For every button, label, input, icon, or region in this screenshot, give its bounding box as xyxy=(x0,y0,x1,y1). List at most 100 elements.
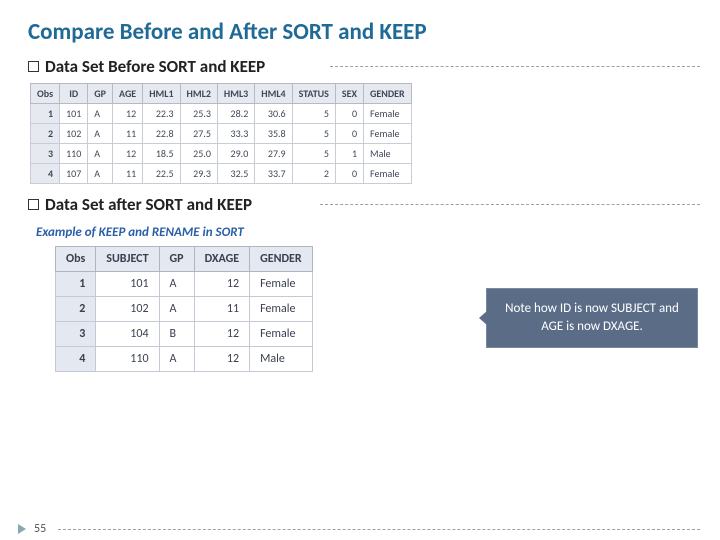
table-cell: A xyxy=(159,297,194,322)
table-cell: 5 xyxy=(292,144,335,164)
table-cell: 11 xyxy=(113,124,143,144)
table-cell: 28.2 xyxy=(217,104,254,124)
table-cell: 27.9 xyxy=(255,144,292,164)
table-row: 2102A11Female xyxy=(56,297,313,322)
table-cell: 25.3 xyxy=(180,104,217,124)
table-cell: 102 xyxy=(96,297,159,322)
table-cell: 35.8 xyxy=(255,124,292,144)
table-cell: 33.3 xyxy=(217,124,254,144)
table-cell: 12 xyxy=(194,347,250,372)
table2-col: Obs xyxy=(56,247,96,272)
table-cell: 22.3 xyxy=(143,104,180,124)
table-row: 1101A1222.325.328.230.650Female xyxy=(31,104,412,124)
table2-col: DXAGE xyxy=(194,247,250,272)
table-after: ObsSUBJECTGPDXAGEGENDER 1101A12Female210… xyxy=(55,246,313,372)
table-cell: 2 xyxy=(31,124,60,144)
table-cell: 3 xyxy=(31,144,60,164)
table-cell: 110 xyxy=(60,144,88,164)
table-cell: A xyxy=(159,272,194,297)
table-cell: 101 xyxy=(60,104,88,124)
table-row: 3110A1218.525.029.027.951Male xyxy=(31,144,412,164)
table-cell: 12 xyxy=(113,144,143,164)
table-cell: 29.0 xyxy=(217,144,254,164)
table2-col: SUBJECT xyxy=(96,247,159,272)
table-cell: 27.5 xyxy=(180,124,217,144)
table-cell: 29.3 xyxy=(180,164,217,184)
table-cell: Female xyxy=(364,124,412,144)
footer-arrow-icon xyxy=(18,524,26,534)
table-row: 4107A1122.529.332.533.720Female xyxy=(31,164,412,184)
callout-arrow-icon xyxy=(479,311,487,325)
table-cell: 101 xyxy=(96,272,159,297)
table2-col: GP xyxy=(159,247,194,272)
footer: 55 xyxy=(0,529,700,530)
example-title: Example of KEEP and RENAME in SORT xyxy=(0,217,720,246)
table1-col: ID xyxy=(60,84,88,104)
table1-col: HML1 xyxy=(143,84,180,104)
section1-header: Data Set Before SORT and KEEP xyxy=(0,50,720,79)
table-cell: 4 xyxy=(31,164,60,184)
table-cell: A xyxy=(88,164,113,184)
bullet-icon xyxy=(28,61,39,72)
table-cell: 4 xyxy=(56,347,96,372)
slide-title: Compare Before and After SORT and KEEP xyxy=(0,0,720,50)
table-cell: 2 xyxy=(56,297,96,322)
callout-text: Note how ID is now SUBJECT and AGE is no… xyxy=(497,300,687,335)
table-cell: 1 xyxy=(31,104,60,124)
table-before: ObsIDGPAGEHML1HML2HML3HML4STATUSSEXGENDE… xyxy=(30,83,412,184)
table-row: 2102A1122.827.533.335.850Female xyxy=(31,124,412,144)
table-cell: 102 xyxy=(60,124,88,144)
table-cell: 2 xyxy=(292,164,335,184)
table1-col: HML2 xyxy=(180,84,217,104)
table-cell: Female xyxy=(250,272,313,297)
table-cell: 1 xyxy=(56,272,96,297)
table-cell: A xyxy=(159,347,194,372)
table-cell: 12 xyxy=(194,322,250,347)
table-cell: B xyxy=(159,322,194,347)
table-cell: 3 xyxy=(56,322,96,347)
page-number: 55 xyxy=(34,522,46,536)
table-cell: 22.8 xyxy=(143,124,180,144)
table-cell: 0 xyxy=(335,124,363,144)
table1-col: GENDER xyxy=(364,84,412,104)
table-cell: 1 xyxy=(335,144,363,164)
table-cell: 110 xyxy=(96,347,159,372)
table-cell: 107 xyxy=(60,164,88,184)
table-cell: A xyxy=(88,144,113,164)
table1-col: HML3 xyxy=(217,84,254,104)
table-cell: 11 xyxy=(113,164,143,184)
table1-wrap: ObsIDGPAGEHML1HML2HML3HML4STATUSSEXGENDE… xyxy=(0,79,720,188)
table-cell: 18.5 xyxy=(143,144,180,164)
table1-col: STATUS xyxy=(292,84,335,104)
table-row: 3104B12Female xyxy=(56,322,313,347)
table-row: 4110A12Male xyxy=(56,347,313,372)
section2-header: Data Set after SORT and KEEP xyxy=(0,188,720,217)
table-cell: Female xyxy=(364,104,412,124)
table1-col: Obs xyxy=(31,84,60,104)
table-cell: 5 xyxy=(292,124,335,144)
table-cell: 33.7 xyxy=(255,164,292,184)
table-cell: 0 xyxy=(335,164,363,184)
table2-col: GENDER xyxy=(250,247,313,272)
table-cell: 5 xyxy=(292,104,335,124)
table-cell: Female xyxy=(250,297,313,322)
table-cell: 11 xyxy=(194,297,250,322)
table-cell: 25.0 xyxy=(180,144,217,164)
table-cell: 30.6 xyxy=(255,104,292,124)
table-cell: 0 xyxy=(335,104,363,124)
section1-label: Data Set Before SORT and KEEP xyxy=(45,56,265,77)
table-cell: 22.5 xyxy=(143,164,180,184)
table-cell: 32.5 xyxy=(217,164,254,184)
footer-divider xyxy=(58,529,700,530)
bullet-icon xyxy=(28,199,39,210)
table-cell: 104 xyxy=(96,322,159,347)
section2-label: Data Set after SORT and KEEP xyxy=(45,194,252,215)
table-cell: A xyxy=(88,104,113,124)
table1-col: SEX xyxy=(335,84,363,104)
table-cell: Male xyxy=(364,144,412,164)
table-row: 1101A12Female xyxy=(56,272,313,297)
table-cell: 12 xyxy=(113,104,143,124)
table1-col: GP xyxy=(88,84,113,104)
callout-note: Note how ID is now SUBJECT and AGE is no… xyxy=(486,288,698,348)
table-cell: Female xyxy=(364,164,412,184)
